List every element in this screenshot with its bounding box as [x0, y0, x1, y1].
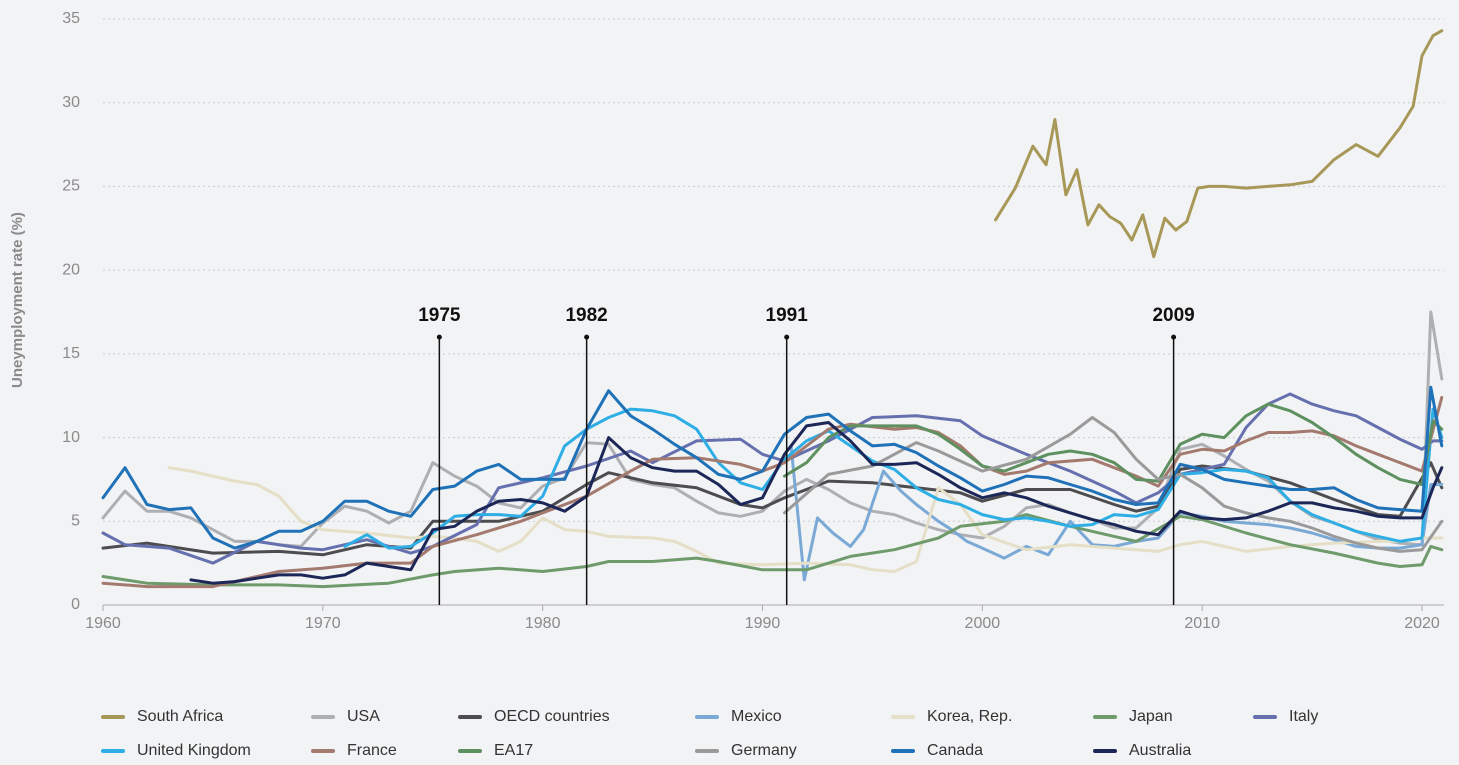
- series-line: [783, 402, 1444, 486]
- legend-label: OECD countries: [494, 708, 610, 725]
- annotation-label: 1982: [565, 305, 607, 326]
- series-line: [101, 513, 1444, 589]
- legend-label: Korea, Rep.: [927, 708, 1012, 725]
- x-tick-label: 1970: [305, 615, 341, 632]
- x-tick-label: 1980: [525, 615, 561, 632]
- legend-label: Germany: [731, 742, 797, 759]
- series-line: [101, 310, 1444, 548]
- series-line: [101, 385, 1444, 550]
- annotation-dot: [436, 334, 442, 340]
- series-line: [343, 407, 1444, 550]
- annotation-dot: [784, 334, 790, 340]
- y-tick-label: 15: [62, 345, 80, 362]
- annotation-label: 1975: [418, 305, 461, 326]
- legend-label: Italy: [1289, 708, 1318, 725]
- y-tick-label: 0: [71, 596, 80, 613]
- annotation-dot: [1171, 334, 1177, 340]
- series-line: [783, 416, 1444, 553]
- y-axis-label: Uneymployment rate (%): [9, 212, 26, 388]
- legend-label: France: [347, 742, 397, 759]
- x-tick-label: 2000: [965, 615, 1001, 632]
- y-tick-label: 30: [62, 94, 80, 111]
- legend-label: South Africa: [137, 708, 223, 725]
- y-tick-label: 20: [62, 261, 80, 278]
- x-tick-label: 1990: [745, 615, 781, 632]
- legend-label: Mexico: [731, 708, 782, 725]
- y-tick-label: 35: [62, 10, 80, 27]
- legend-label: Canada: [927, 742, 983, 759]
- x-tick-label: 2010: [1184, 615, 1220, 632]
- x-tick-label: 1960: [85, 615, 121, 632]
- y-tick-label: 10: [62, 429, 80, 446]
- legend-label: Australia: [1129, 742, 1191, 759]
- annotation-label: 1991: [766, 305, 809, 326]
- y-tick-label: 25: [62, 178, 80, 195]
- legend-label: United Kingdom: [137, 742, 251, 759]
- annotation-dot: [584, 334, 590, 340]
- legend-label: Japan: [1129, 708, 1173, 725]
- legend-label: EA17: [494, 742, 533, 759]
- y-tick-label: 5: [71, 513, 80, 530]
- series-line: [101, 392, 1444, 565]
- series-line: [167, 466, 1444, 573]
- x-tick-label: 2020: [1404, 615, 1440, 632]
- series-line: [994, 29, 1444, 259]
- annotation-label: 2009: [1152, 305, 1194, 326]
- series-line: [189, 421, 1444, 585]
- legend-label: USA: [347, 708, 380, 725]
